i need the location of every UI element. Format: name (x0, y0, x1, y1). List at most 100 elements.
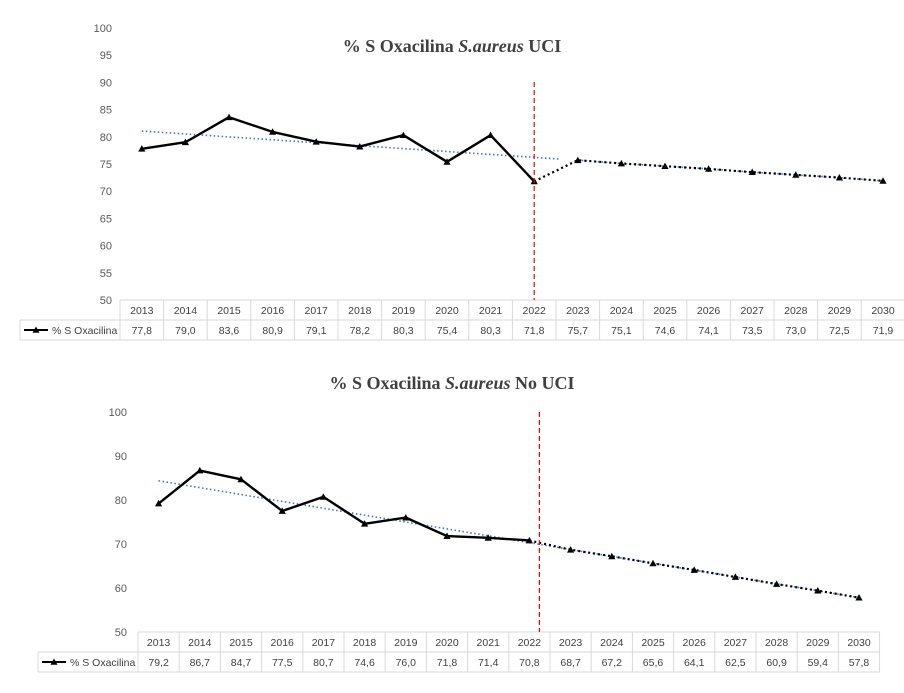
x-tick-label: 2030 (871, 305, 895, 317)
chart-title: % S Oxacilina S.aureus UCI (343, 36, 562, 56)
data-label: 84,7 (231, 657, 252, 669)
y-tick-label: 50 (115, 627, 127, 639)
x-tick-label: 2013 (130, 305, 154, 317)
data-label: 70,8 (519, 657, 540, 669)
data-label: 74,1 (698, 325, 719, 337)
x-tick-label: 2023 (566, 305, 590, 317)
legend-label: % S Oxacilina (52, 325, 118, 337)
data-point (155, 499, 163, 507)
data-label: 60,9 (766, 657, 787, 669)
data-point (181, 138, 189, 146)
x-tick-label: 2016 (271, 637, 295, 649)
chart-no-uci: % S Oxacilina S.aureus No UCI 50 60 70 80 90 1… (0, 355, 904, 693)
data-label: 73,0 (786, 325, 807, 337)
data-label: 71,8 (524, 325, 545, 337)
data-label: 86,7 (190, 657, 211, 669)
chart-no-uci-svg: % S Oxacilina S.aureus No UCI 50 60 70 80 90 1… (37, 373, 881, 673)
y-tick-label: 80 (115, 495, 127, 507)
data-label: 73,5 (742, 325, 763, 337)
x-tick-label: 2019 (392, 305, 416, 317)
data-point (705, 165, 713, 172)
data-label: 57,8 (849, 657, 870, 669)
data-label: 65,6 (643, 657, 664, 669)
data-point (361, 520, 369, 527)
chart-uci-svg: % S Oxacilina S.aureus UCI 50 55 60 65 70 75 80… (19, 23, 904, 341)
x-tick-label: 2017 (305, 305, 329, 317)
x-tick-label: 2027 (724, 637, 748, 649)
data-label: 71,8 (437, 657, 458, 669)
data-label: 72,5 (829, 325, 850, 337)
data-point (278, 507, 286, 514)
legend-label: % S Oxacilina (70, 657, 136, 669)
chart-title-part: S.aureus (445, 373, 511, 393)
data-point (484, 534, 492, 541)
x-tick-label: 2025 (653, 305, 677, 317)
data-label: 77,8 (132, 325, 153, 337)
x-tick-label: 2027 (741, 305, 765, 317)
chart-uci: % S Oxacilina S.aureus UCI 50 55 60 65 70 75 80… (19, 23, 904, 341)
series-line-observed (157, 469, 530, 542)
data-point (835, 174, 843, 181)
data-label: 76,0 (396, 657, 417, 669)
data-point (748, 168, 756, 176)
x-tick-label: 2020 (435, 305, 459, 317)
y-tick-label: 65 (100, 213, 112, 225)
data-label: 79,0 (175, 325, 196, 337)
x-tick-label: 2029 (806, 637, 830, 649)
data-label: 68,7 (560, 657, 581, 669)
x-tick-label: 2028 (765, 637, 789, 649)
x-tick-label: 2015 (229, 637, 253, 649)
data-point (574, 156, 582, 164)
x-tick-label: 2021 (477, 637, 501, 649)
data-point (855, 594, 863, 601)
x-tick-label: 2026 (683, 637, 707, 649)
x-tick-label: 2029 (828, 305, 852, 317)
x-tick-label: 2018 (348, 305, 372, 317)
data-label: 64,1 (684, 657, 705, 669)
data-label: 75,7 (568, 325, 589, 337)
y-tick-label: 80 (100, 132, 112, 144)
x-tick-label: 2014 (188, 637, 212, 649)
y-tick-label: 50 (100, 295, 112, 307)
data-point (399, 131, 407, 139)
data-point (443, 158, 451, 165)
data-label: 77,5 (272, 657, 293, 669)
x-tick-label: 2030 (847, 637, 871, 649)
data-point (319, 493, 327, 500)
data-point (525, 536, 533, 544)
y-tick-label: 60 (100, 241, 112, 253)
chart-title-part: % S Oxacilina (329, 373, 445, 393)
x-tick-label: 2025 (641, 637, 665, 649)
data-label: 74,6 (354, 657, 375, 669)
x-tick-label: 2014 (174, 305, 198, 317)
data-label: 83,6 (219, 325, 240, 337)
x-tick-label: 2021 (479, 305, 503, 317)
series-line-observed (141, 116, 536, 183)
x-tick-label: 2016 (261, 305, 285, 317)
data-point (487, 131, 495, 139)
data-point (196, 466, 204, 474)
y-tick-label: 100 (94, 23, 112, 35)
y-tick-label: 95 (100, 50, 112, 62)
data-point (792, 171, 800, 178)
data-point (879, 177, 887, 184)
y-tick-label: 85 (100, 105, 112, 117)
data-point (731, 573, 739, 580)
data-label: 59,4 (808, 657, 829, 669)
x-tick-label: 2026 (697, 305, 721, 317)
x-tick-label: 2020 (435, 637, 459, 649)
data-label: 80,7 (313, 657, 334, 669)
series-line-forecast (533, 159, 884, 183)
data-point (356, 142, 364, 150)
data-point (225, 113, 233, 121)
data-point (617, 159, 625, 167)
chart-title: % S Oxacilina S.aureus No UCI (329, 373, 574, 393)
x-tick-label: 2013 (147, 637, 171, 649)
data-point (814, 587, 822, 594)
x-tick-label: 2022 (523, 305, 547, 317)
data-point (773, 580, 781, 587)
data-label: 80,9 (262, 325, 283, 337)
x-tick-label: 2022 (518, 637, 542, 649)
data-label: 62,5 (725, 657, 746, 669)
data-point (690, 566, 698, 573)
